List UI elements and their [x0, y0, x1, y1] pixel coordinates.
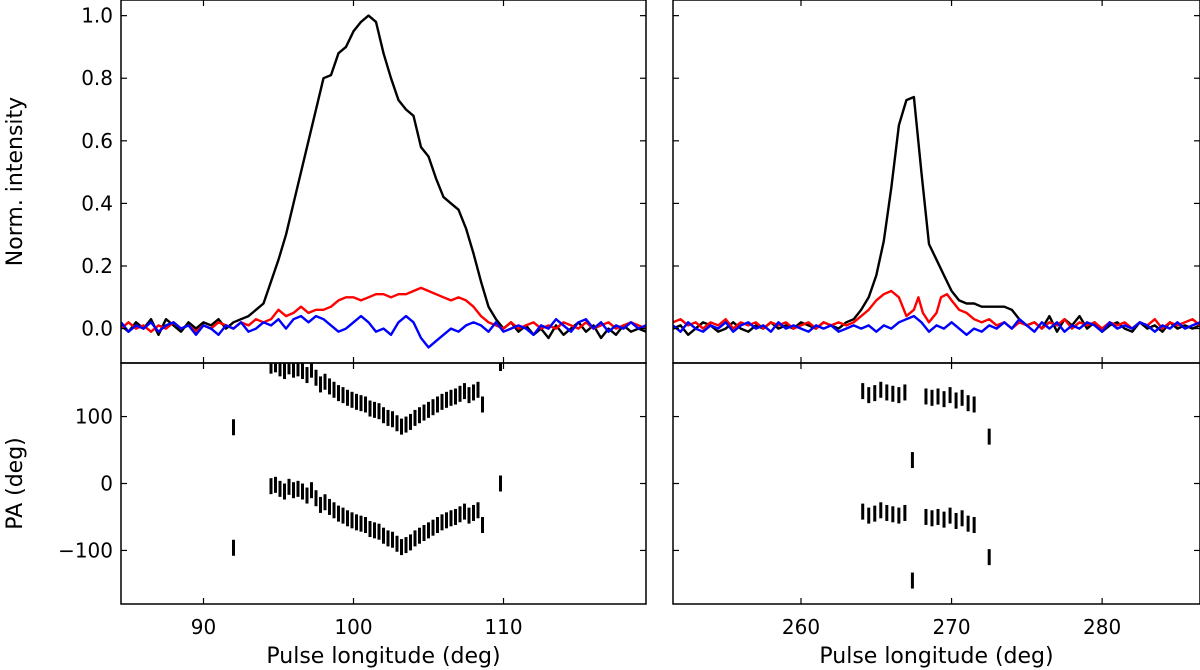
y-tick-label: 0.2 — [81, 254, 113, 278]
y-tick-label: 100 — [75, 405, 113, 429]
y-axis-label: PA (deg) — [3, 437, 28, 530]
intensity-panel-right — [672, 0, 1200, 364]
y-tick-label: 0.0 — [81, 317, 113, 341]
pa-points-group — [232, 363, 502, 556]
pa-panel-right: 260 270 280 Pulse longitude (deg) — [672, 362, 1200, 669]
series-line — [673, 95, 1200, 336]
series-group — [673, 95, 1200, 336]
series-line — [121, 14, 646, 340]
y-axis-label: Norm. intensity — [3, 97, 28, 266]
y-tick-label: 0.6 — [81, 129, 113, 153]
panel-frame — [672, 362, 1200, 605]
x-tick-label: 90 — [191, 615, 216, 639]
panel-frame — [120, 362, 647, 605]
series-line — [121, 314, 646, 349]
y-tick-label: −100 — [58, 538, 113, 562]
panel-frame — [672, 0, 1200, 364]
series-line — [673, 289, 1200, 330]
x-axis-label: Pulse longitude (deg) — [266, 644, 500, 669]
x-tick-label: 270 — [932, 615, 970, 639]
pa-panel-left: −100 0 100 90 100 110 PA (deg) Pulse longitude … — [3, 362, 647, 669]
y-tick-label: 0.4 — [81, 191, 113, 215]
series-group — [121, 14, 646, 349]
pa-points-group — [861, 381, 991, 589]
y-tick-label: 0 — [100, 472, 113, 496]
x-tick-label: 100 — [334, 615, 372, 639]
series-line — [673, 314, 1200, 336]
x-tick-label: 280 — [1083, 615, 1121, 639]
y-tick-label: 0.8 — [81, 66, 113, 90]
x-axis-label: Pulse longitude (deg) — [819, 644, 1053, 669]
intensity-panel-left: 0.0 0.2 0.4 0.6 0.8 1.0 Norm. intensity — [3, 0, 647, 364]
x-tick-label: 110 — [484, 615, 522, 639]
y-tick-label: 1.0 — [81, 4, 113, 28]
x-tick-label: 260 — [782, 615, 820, 639]
